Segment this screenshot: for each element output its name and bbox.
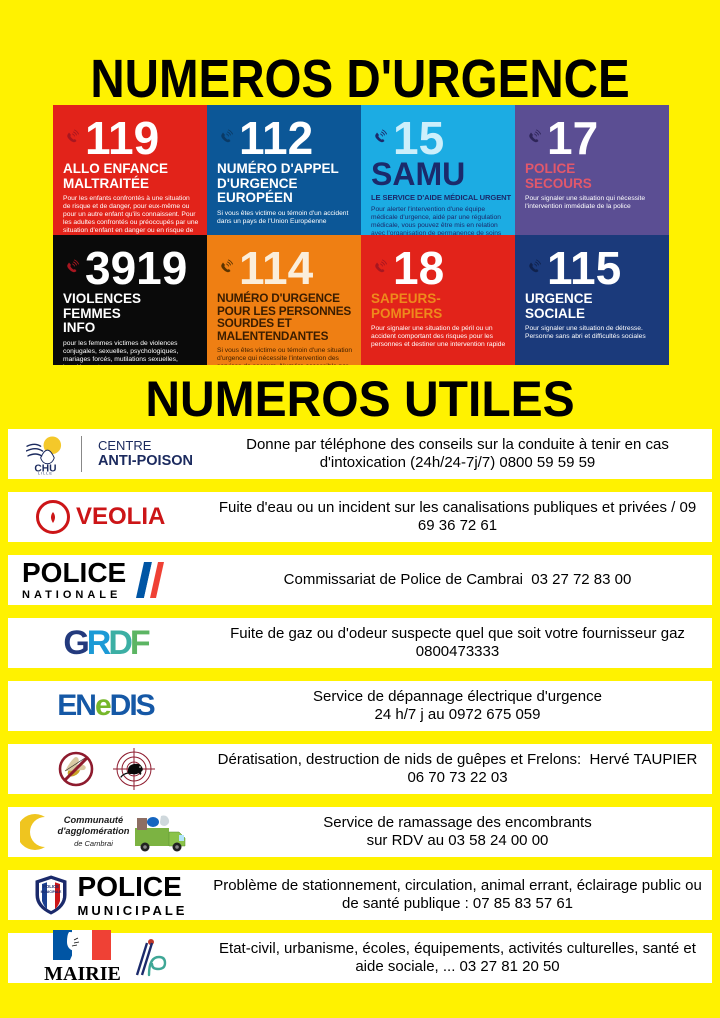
- svg-text:LILLE: LILLE: [38, 470, 53, 475]
- svg-text:MUNICIPALE: MUNICIPALE: [40, 890, 62, 894]
- svg-text:POLICE: POLICE: [43, 884, 59, 889]
